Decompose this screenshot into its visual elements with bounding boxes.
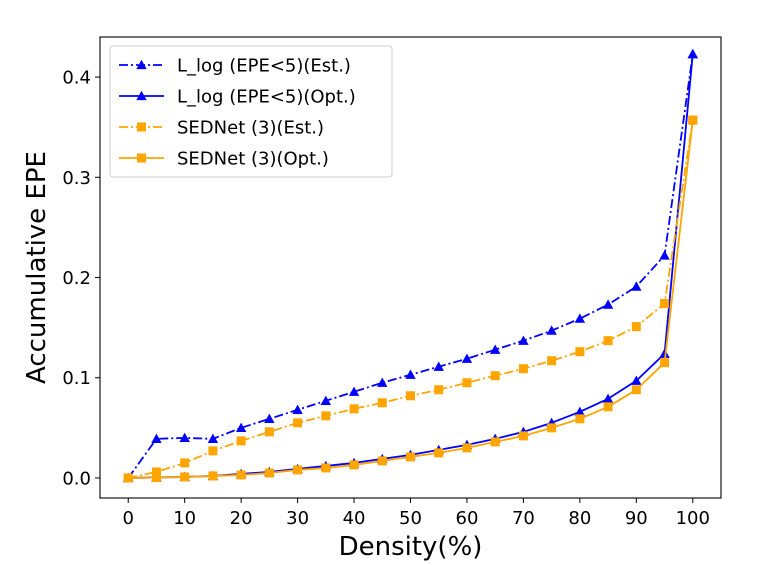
y-axis-label: Accumulative EPE	[22, 151, 52, 384]
data-point	[151, 473, 161, 483]
x-tick-label: 40	[343, 508, 366, 529]
data-point	[631, 375, 642, 385]
x-tick-label: 20	[230, 508, 253, 529]
legend-marker	[136, 59, 147, 70]
series-layer	[123, 48, 698, 483]
legend-marker	[136, 90, 147, 101]
data-point	[377, 398, 387, 408]
data-point	[490, 371, 500, 381]
data-point	[547, 356, 557, 366]
y-tick-label: 0.0	[62, 468, 91, 489]
data-point	[235, 422, 247, 433]
data-point	[518, 431, 528, 441]
data-point	[406, 452, 415, 462]
data-point	[377, 456, 387, 466]
data-point	[631, 281, 642, 291]
y-tick-label: 0.3	[62, 168, 91, 189]
data-point	[208, 471, 218, 481]
legend-marker	[137, 153, 146, 163]
legend-label: L_log (EPE<5)(Est.)	[177, 56, 351, 77]
data-point	[433, 361, 444, 371]
legend: L_log (EPE<5)(Est.) L_log (EPE<5)(Opt.) SE…	[109, 45, 393, 178]
data-point	[547, 423, 557, 433]
x-tick-label: 70	[512, 508, 535, 529]
data-point	[151, 433, 162, 444]
data-point	[434, 448, 444, 458]
data-point	[575, 414, 585, 424]
legend-box	[109, 45, 393, 178]
data-point	[518, 335, 529, 345]
data-point	[631, 322, 641, 332]
data-point	[236, 436, 246, 446]
data-point	[293, 418, 303, 428]
data-point	[659, 348, 670, 358]
data-point	[659, 250, 670, 260]
data-point	[518, 364, 528, 374]
x-tick-label: 10	[173, 508, 196, 529]
data-point	[575, 347, 585, 357]
y-axis: 0.0 0.1 0.2 0.3 0.4	[62, 68, 100, 489]
data-point	[236, 470, 246, 480]
x-tick-label: 50	[399, 508, 422, 529]
legend-label: L_log (EPE<5)(Opt.)	[177, 87, 356, 108]
x-tick-label: 80	[568, 508, 591, 529]
data-point	[602, 299, 614, 309]
data-point	[377, 377, 388, 387]
data-point	[264, 468, 274, 478]
y-tick-label: 0.2	[62, 268, 91, 289]
data-point	[660, 299, 670, 309]
data-point	[489, 344, 501, 354]
data-point	[320, 395, 332, 405]
x-axis-label: Density(%)	[339, 532, 483, 562]
y-tick-label: 0.4	[62, 68, 91, 89]
x-axis: 0 10 20 30 40 50 60 70 80 90 100	[123, 498, 710, 529]
data-point	[293, 465, 303, 475]
data-point	[349, 404, 359, 414]
x-tick-label: 90	[625, 508, 648, 529]
data-point	[462, 443, 472, 453]
data-point	[292, 404, 303, 414]
data-point	[603, 402, 613, 412]
data-point	[406, 391, 415, 401]
data-point	[602, 393, 614, 403]
data-point	[349, 460, 359, 470]
legend-label: SEDNet (3)(Opt.)	[177, 149, 329, 170]
data-point	[490, 437, 500, 447]
legend-label: SEDNet (3)(Est.)	[177, 118, 324, 139]
data-point	[603, 336, 613, 346]
legend-marker	[137, 122, 146, 132]
data-point	[348, 386, 360, 396]
data-point	[123, 473, 133, 483]
x-tick-label: 100	[676, 508, 710, 529]
data-point	[546, 325, 557, 335]
data-point	[180, 458, 190, 468]
data-point	[687, 48, 698, 59]
data-point	[631, 385, 641, 395]
x-tick-label: 60	[456, 508, 479, 529]
data-point	[321, 411, 331, 421]
data-point	[405, 369, 416, 379]
data-point	[574, 406, 586, 416]
x-tick-label: 0	[123, 508, 134, 529]
data-point	[434, 385, 444, 395]
data-point	[461, 353, 473, 363]
data-point	[321, 463, 331, 473]
y-tick-label: 0.1	[62, 368, 91, 389]
data-point	[462, 378, 472, 388]
data-point	[264, 427, 274, 437]
data-point	[151, 467, 161, 477]
data-point	[208, 446, 218, 456]
data-point	[574, 313, 586, 323]
x-tick-label: 30	[286, 508, 309, 529]
data-point	[207, 433, 219, 444]
data-point	[660, 358, 670, 368]
data-point	[264, 413, 275, 423]
data-point	[688, 115, 698, 125]
data-point	[179, 432, 190, 443]
data-point	[180, 472, 190, 482]
series-3	[123, 115, 698, 483]
